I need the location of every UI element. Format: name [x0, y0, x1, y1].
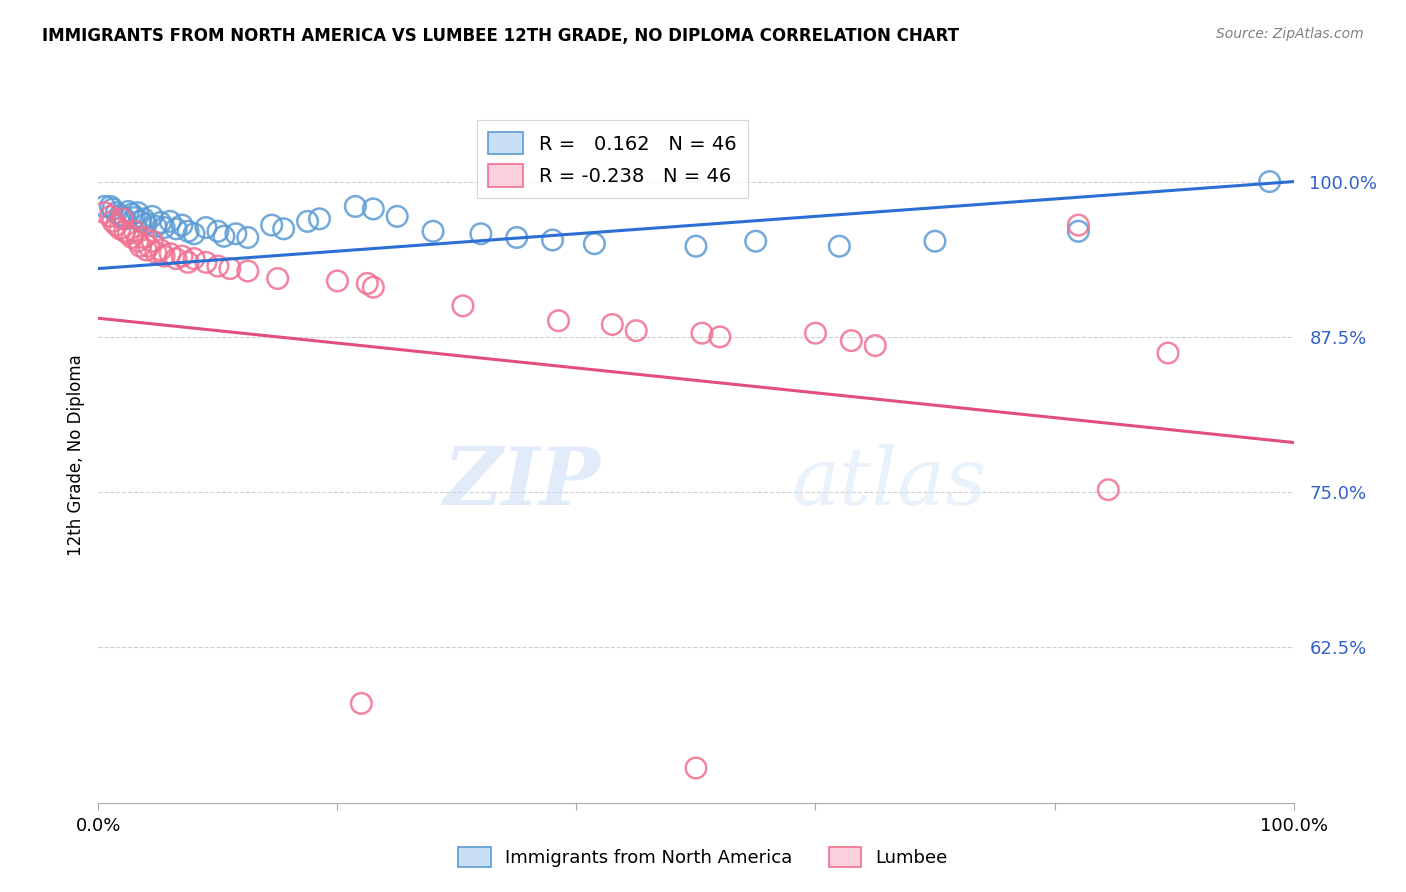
Point	[422, 224, 444, 238]
Point	[924, 234, 946, 248]
Point	[149, 216, 172, 230]
Point	[124, 211, 146, 225]
Point	[108, 208, 131, 222]
Point	[1258, 175, 1281, 189]
Point	[363, 280, 385, 294]
Legend: R =   0.162   N = 46, R = -0.238   N = 46: R = 0.162 N = 46, R = -0.238 N = 46	[477, 120, 748, 198]
Point	[153, 220, 176, 235]
Point	[236, 264, 259, 278]
Point	[108, 222, 131, 236]
Point	[159, 214, 181, 228]
Point	[172, 249, 194, 263]
Point	[541, 233, 564, 247]
Point	[506, 230, 529, 244]
Point	[129, 239, 152, 253]
Point	[194, 255, 217, 269]
Point	[135, 243, 157, 257]
Point	[1067, 218, 1090, 232]
Point	[93, 205, 115, 219]
Point	[207, 259, 229, 273]
Point	[828, 239, 851, 253]
Point	[363, 202, 385, 216]
Point	[804, 326, 827, 340]
Point	[356, 277, 378, 291]
Point	[385, 210, 409, 224]
Point	[583, 236, 606, 251]
Point	[101, 214, 124, 228]
Point	[183, 227, 205, 241]
Point	[1157, 346, 1180, 360]
Point	[127, 234, 149, 248]
Point	[297, 214, 319, 228]
Point	[141, 234, 163, 248]
Point	[165, 222, 187, 236]
Point	[159, 246, 181, 260]
Point	[145, 245, 167, 260]
Point	[141, 210, 163, 224]
Point	[111, 210, 134, 224]
Point	[93, 199, 115, 213]
Text: atlas: atlas	[792, 444, 987, 522]
Point	[121, 207, 143, 221]
Point	[1067, 224, 1090, 238]
Point	[129, 214, 152, 228]
Text: IMMIGRANTS FROM NORTH AMERICA VS LUMBEE 12TH GRADE, NO DIPLOMA CORRELATION CHART: IMMIGRANTS FROM NORTH AMERICA VS LUMBEE …	[42, 27, 959, 45]
Point	[105, 205, 128, 219]
Point	[267, 271, 290, 285]
Point	[132, 230, 155, 244]
Point	[114, 211, 136, 226]
Point	[149, 243, 172, 257]
Point	[145, 219, 167, 234]
Point	[344, 199, 367, 213]
Point	[219, 261, 242, 276]
Point	[839, 334, 862, 348]
Point	[690, 326, 713, 340]
Point	[172, 218, 194, 232]
Point	[127, 205, 149, 219]
Point	[547, 314, 569, 328]
Point	[105, 218, 128, 232]
Point	[273, 222, 295, 236]
Point	[177, 224, 200, 238]
Point	[326, 274, 349, 288]
Point	[124, 224, 146, 238]
Point	[98, 210, 122, 224]
Point	[207, 224, 229, 238]
Point	[1097, 483, 1119, 497]
Point	[111, 211, 134, 226]
Point	[470, 227, 492, 241]
Point	[624, 324, 647, 338]
Point	[114, 224, 136, 238]
Point	[132, 211, 155, 226]
Point	[236, 230, 259, 244]
Point	[165, 252, 187, 266]
Point	[212, 229, 235, 244]
Point	[194, 220, 217, 235]
Point	[101, 202, 124, 216]
Point	[260, 218, 283, 232]
Point	[177, 255, 200, 269]
Point	[121, 230, 143, 244]
Point	[117, 227, 139, 241]
Point	[308, 211, 330, 226]
Point	[685, 761, 707, 775]
Point	[685, 239, 707, 253]
Point	[225, 227, 247, 241]
Point	[117, 204, 139, 219]
Legend: Immigrants from North America, Lumbee: Immigrants from North America, Lumbee	[451, 839, 955, 874]
Y-axis label: 12th Grade, No Diploma: 12th Grade, No Diploma	[66, 354, 84, 556]
Text: Source: ZipAtlas.com: Source: ZipAtlas.com	[1216, 27, 1364, 41]
Point	[600, 318, 623, 332]
Point	[350, 697, 373, 711]
Point	[98, 199, 122, 213]
Point	[709, 330, 731, 344]
Point	[183, 252, 205, 266]
Point	[863, 338, 886, 352]
Point	[153, 249, 176, 263]
Point	[138, 239, 160, 253]
Text: ZIP: ZIP	[443, 444, 600, 522]
Point	[745, 234, 768, 248]
Point	[451, 299, 474, 313]
Point	[135, 217, 157, 231]
